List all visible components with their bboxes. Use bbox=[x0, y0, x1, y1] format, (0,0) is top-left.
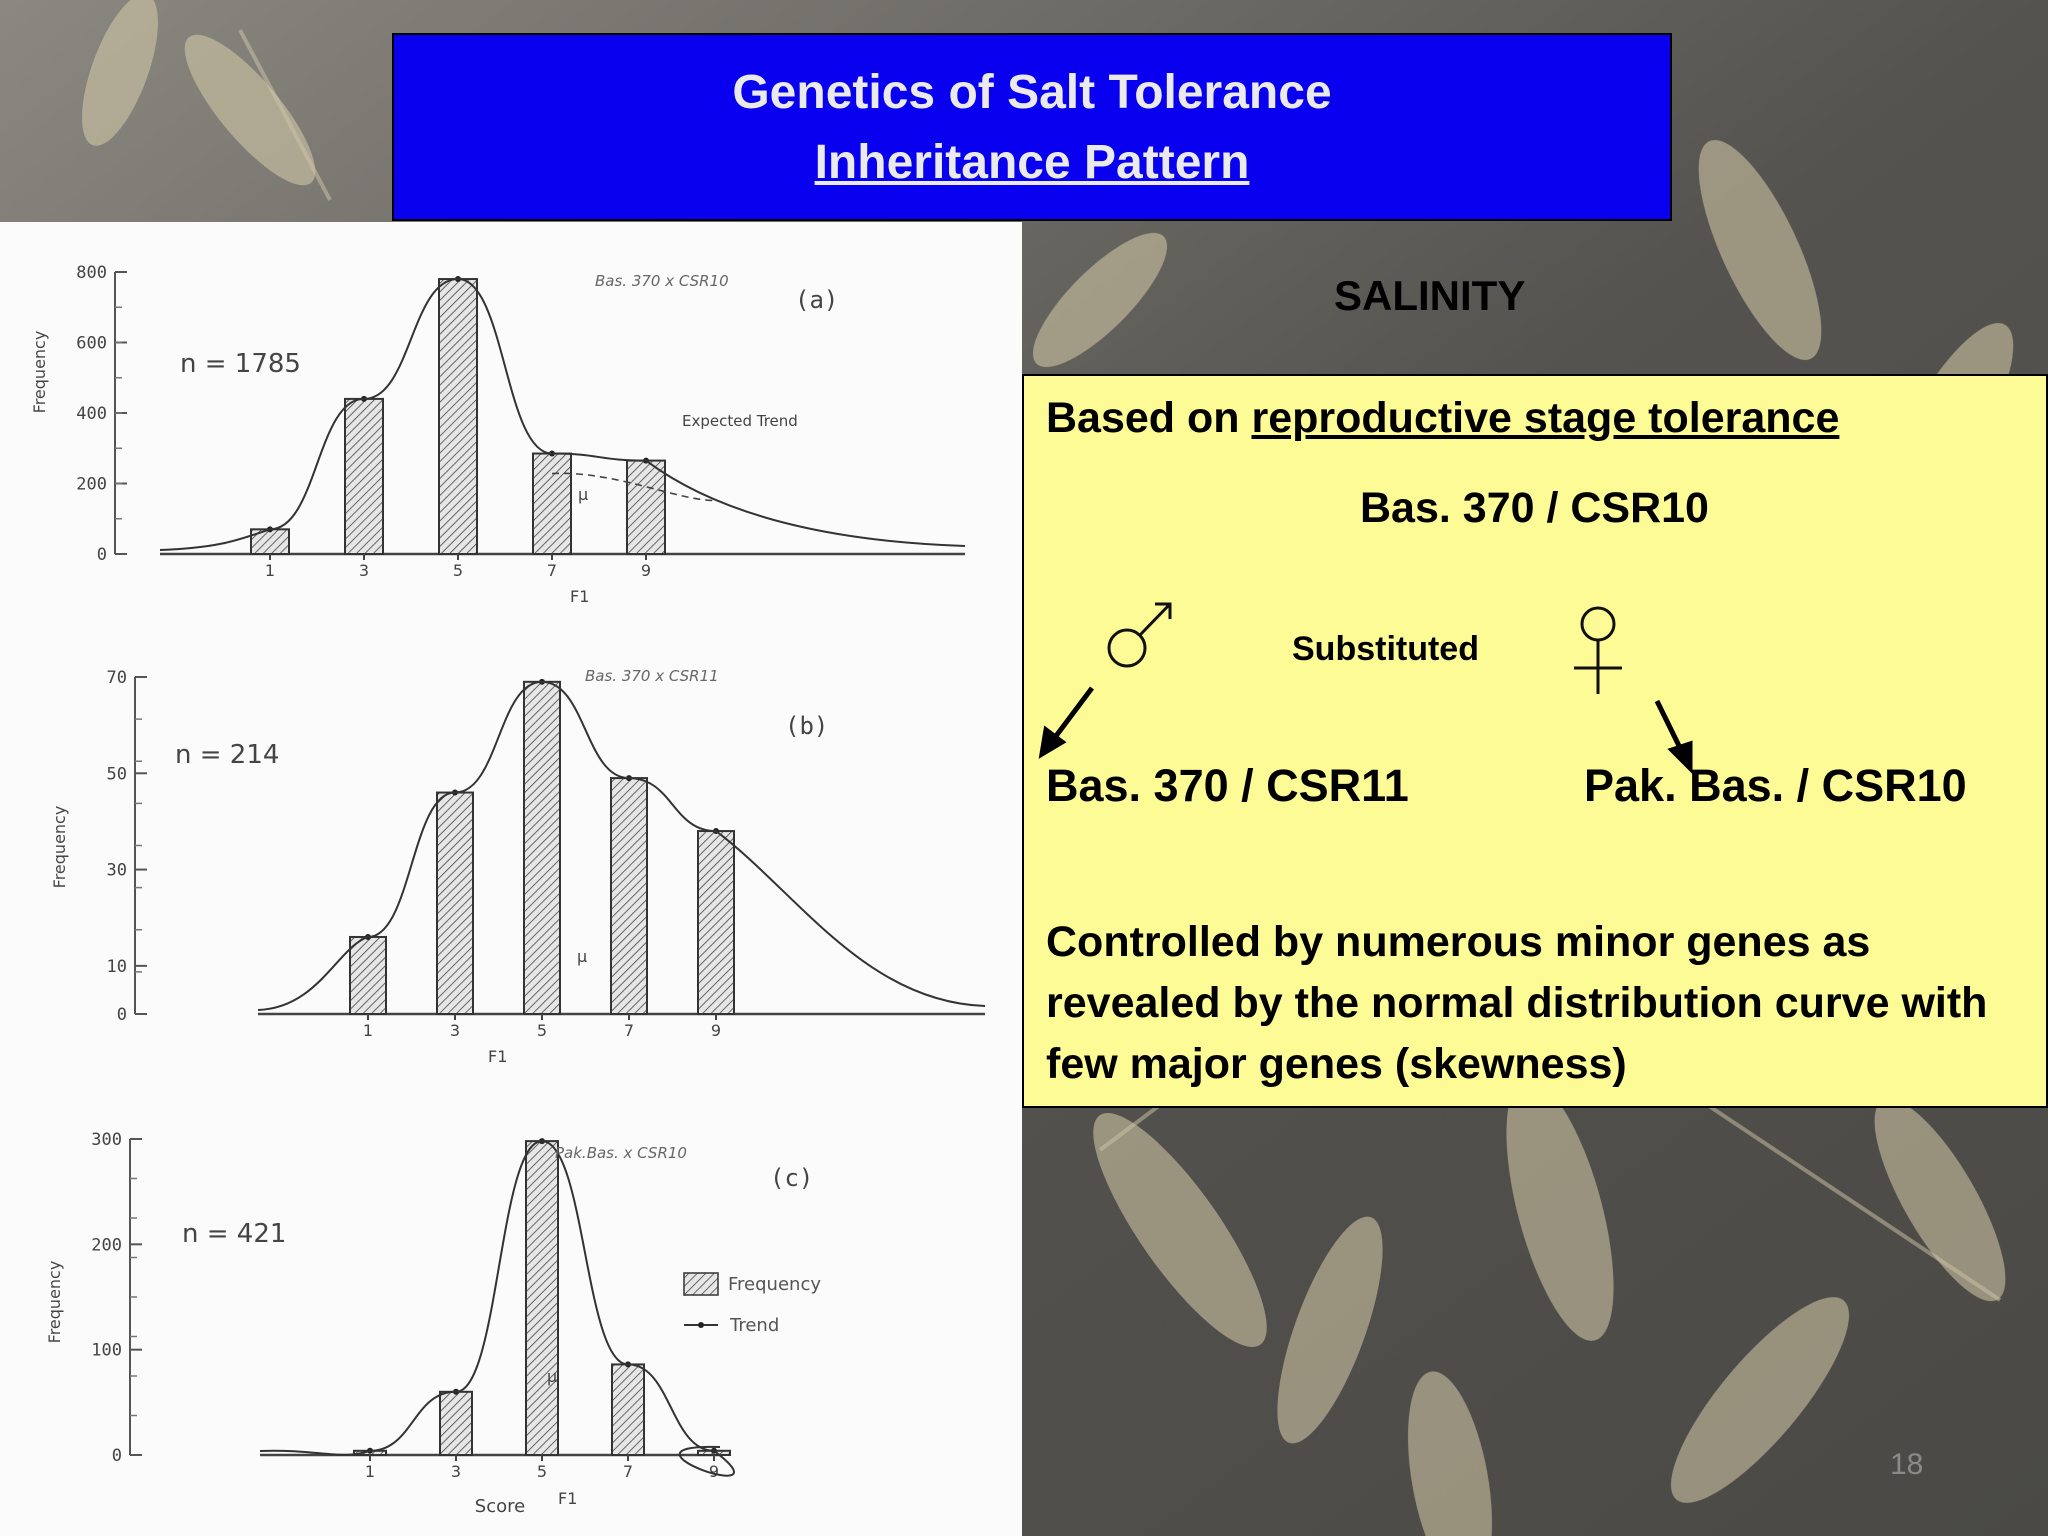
histogram-bar bbox=[610, 777, 648, 1015]
trend-curve bbox=[159, 278, 966, 551]
y-tick-label: 30 bbox=[107, 861, 127, 881]
histogram-panel: 0 100 200 300 Frequency 1 3 5 7 9 n = 421 (c) Pak.Ba… bbox=[45, 1130, 821, 1517]
legend-frequency-label: Frequency bbox=[728, 1274, 821, 1295]
based-on-text: Based on reproductive stage tolerance bbox=[1046, 394, 1839, 443]
slide-title: Genetics of Salt Tolerance bbox=[732, 66, 1332, 119]
x-tick-label: 3 bbox=[359, 561, 369, 580]
x-tick-label: 5 bbox=[453, 561, 463, 580]
histogram-bar bbox=[532, 452, 572, 556]
histogram-bar bbox=[611, 1363, 645, 1456]
histogram-bar bbox=[344, 397, 384, 555]
y-tick-label: 50 bbox=[107, 764, 127, 784]
x-tick-label: 9 bbox=[709, 1462, 719, 1481]
x-tick-label: 5 bbox=[537, 1021, 547, 1040]
x-tick-label: 9 bbox=[641, 561, 651, 580]
histogram-bar bbox=[438, 278, 478, 556]
x-tick-label: 1 bbox=[365, 1462, 375, 1481]
histogram-panel: 0 10 30 50 70 Frequency 1 3 5 7 9 n = 214 (b) Bas. 37… bbox=[50, 667, 986, 1066]
based-underlined: reproductive stage tolerance bbox=[1251, 394, 1840, 442]
salinity-heading: SALINITY bbox=[1334, 272, 1526, 319]
annotation-label: F1 bbox=[488, 1047, 507, 1066]
female-symbol-icon bbox=[1574, 606, 1622, 694]
arrow-right-icon bbox=[1654, 699, 1693, 775]
y-tick-label: 200 bbox=[91, 1235, 122, 1255]
x-tick-label: 3 bbox=[450, 1021, 460, 1040]
slide-title-banner: Genetics of Salt Tolerance Inheritance P… bbox=[392, 33, 1672, 221]
annotation-label: μ bbox=[577, 947, 587, 966]
x-axis-label: Score bbox=[475, 1496, 525, 1517]
legend-trend-label: Trend bbox=[729, 1315, 779, 1336]
cross-label: Bas. 370 x CSR10 bbox=[595, 272, 729, 290]
histogram-bar bbox=[697, 830, 735, 1015]
n-label: n = 421 bbox=[182, 1219, 286, 1249]
cross-left: Bas. 370 / CSR11 bbox=[1046, 760, 1409, 811]
x-tick-label: 1 bbox=[265, 561, 275, 580]
x-tick-label: 5 bbox=[537, 1462, 547, 1481]
histogram-bar bbox=[523, 680, 561, 1015]
x-tick-label: 7 bbox=[623, 1462, 633, 1481]
histogram-figure: 0 200 400 600 800 Frequency 1 3 5 7 9 n = 1785 (a) Ba… bbox=[0, 222, 1022, 1536]
y-tick-label: 100 bbox=[91, 1341, 122, 1361]
histogram-bar bbox=[439, 1390, 473, 1457]
n-label: n = 214 bbox=[175, 740, 279, 770]
slide-subtitle: Inheritance Pattern bbox=[814, 136, 1250, 189]
y-axis-label: Frequency bbox=[45, 1261, 64, 1344]
annotation-label: μ bbox=[547, 1367, 557, 1386]
substituted-label: Substituted bbox=[1292, 630, 1479, 668]
based-prefix: Based on bbox=[1046, 394, 1252, 442]
trend-curve bbox=[259, 1140, 735, 1477]
y-axis-label: Frequency bbox=[50, 806, 69, 889]
y-tick-label: 800 bbox=[76, 263, 107, 283]
cross-right: Pak. Bas. / CSR10 bbox=[1584, 760, 1967, 811]
histogram-bar bbox=[525, 1140, 559, 1457]
panel-label: (b) bbox=[785, 712, 828, 740]
male-symbol-icon bbox=[1107, 602, 1172, 668]
x-tick-label: 7 bbox=[624, 1021, 634, 1040]
panel-label: (c) bbox=[770, 1164, 813, 1192]
cross-diagram bbox=[1038, 602, 1693, 775]
histogram-bar bbox=[436, 791, 474, 1015]
y-tick-label: 400 bbox=[76, 404, 107, 424]
y-tick-label: 0 bbox=[97, 545, 107, 565]
x-tick-label: 1 bbox=[363, 1021, 373, 1040]
x-tick-label: 9 bbox=[711, 1021, 721, 1040]
cross-top: Bas. 370 / CSR10 bbox=[1360, 484, 1709, 532]
cross-label: Bas. 370 x CSR11 bbox=[585, 667, 719, 685]
y-tick-label: 600 bbox=[76, 334, 107, 354]
annotation-label: F1 bbox=[558, 1489, 577, 1508]
x-tick-label: 7 bbox=[547, 561, 557, 580]
y-tick-label: 200 bbox=[76, 475, 107, 495]
page-number: 18 bbox=[1890, 1448, 1924, 1481]
arrow-left-icon bbox=[1038, 686, 1094, 759]
n-label: n = 1785 bbox=[180, 349, 301, 379]
annotation-label: Expected Trend bbox=[682, 412, 798, 430]
histogram-bar bbox=[626, 459, 666, 555]
y-tick-label: 10 bbox=[107, 957, 127, 977]
trend-curve bbox=[257, 680, 986, 1011]
panel-label: (a) bbox=[795, 286, 838, 314]
legend-trend-point bbox=[698, 1322, 704, 1328]
y-tick-label: 0 bbox=[112, 1446, 122, 1466]
histogram-bar bbox=[349, 935, 387, 1016]
legend-frequency-swatch bbox=[683, 1272, 719, 1296]
annotation-label: μ bbox=[578, 485, 588, 504]
histogram-panel: 0 200 400 600 800 Frequency 1 3 5 7 9 n = 1785 (a) Ba… bbox=[30, 263, 966, 606]
y-tick-label: 70 bbox=[107, 668, 127, 688]
conclusion-text: Controlled by numerous minor genes as re… bbox=[1046, 918, 1988, 1088]
cross-label: Pak.Bas. x CSR10 bbox=[555, 1144, 687, 1162]
y-axis-label: Frequency bbox=[30, 331, 49, 414]
description-panel: Based on reproductive stage tolerance Ba… bbox=[1022, 374, 2048, 1108]
y-tick-label: 0 bbox=[117, 1005, 127, 1025]
annotation-label: F1 bbox=[570, 587, 589, 606]
y-tick-label: 300 bbox=[91, 1130, 122, 1150]
x-tick-label: 3 bbox=[451, 1462, 461, 1481]
